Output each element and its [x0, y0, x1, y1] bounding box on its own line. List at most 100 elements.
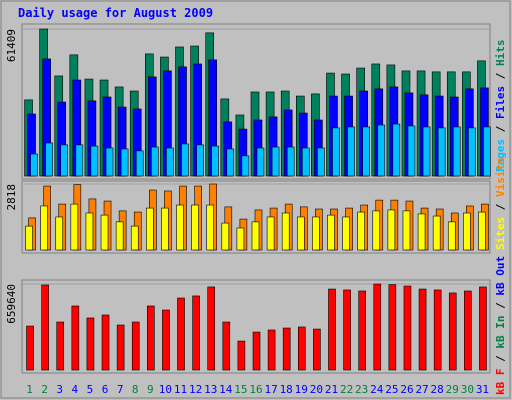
bar [85, 212, 94, 251]
legend-separator: / [494, 197, 507, 217]
y-tick-label: 2818 [5, 184, 18, 211]
bar [296, 216, 305, 251]
bar [448, 292, 457, 371]
bar [468, 127, 476, 177]
x-tick-label: 14 [219, 383, 233, 396]
x-tick-label: 25 [385, 383, 398, 396]
bar [357, 211, 365, 251]
bar [90, 145, 99, 177]
bar [101, 314, 110, 371]
bar [131, 321, 140, 371]
bar [252, 331, 261, 371]
x-tick-label: 6 [102, 383, 109, 396]
bar [151, 146, 159, 177]
x-tick-label: 22 [340, 383, 353, 396]
bar [267, 329, 276, 371]
x-tick-label: 15 [234, 383, 247, 396]
legend-entry: Files [494, 86, 507, 119]
bar [26, 325, 34, 371]
x-tick-label: 27 [415, 383, 428, 396]
bar [105, 147, 114, 177]
bar [241, 155, 250, 177]
bar [388, 284, 397, 371]
bar [402, 210, 411, 251]
bar [56, 321, 65, 371]
bar [55, 216, 64, 251]
bar [313, 328, 321, 371]
bar [417, 213, 426, 251]
legend-entry: kB F [494, 369, 507, 396]
bar [181, 143, 189, 177]
x-tick-label: 2 [41, 383, 48, 396]
x-tick-label: 5 [87, 383, 94, 396]
legend-entry: Hits [494, 40, 507, 67]
legend-separator: / [494, 66, 507, 86]
chart-title: Daily usage for August 2009 [18, 6, 213, 20]
bar [115, 221, 124, 251]
bar [286, 146, 295, 177]
y-tick-label: 659640 [5, 284, 18, 324]
bar [161, 207, 169, 251]
legend-separator: / [494, 119, 507, 139]
bar [432, 215, 441, 251]
bar [206, 204, 215, 251]
x-tick-label: 3 [56, 383, 63, 396]
bar [332, 127, 340, 177]
legend-separator: / [494, 296, 507, 316]
bar [135, 150, 144, 177]
bar [422, 126, 431, 177]
bar [392, 123, 401, 177]
y-tick-label: 61409 [5, 29, 18, 62]
bar [207, 286, 216, 371]
bar [282, 327, 291, 371]
x-tick-label: 11 [174, 383, 187, 396]
bar [343, 289, 351, 371]
bar [221, 222, 230, 251]
bar [100, 214, 109, 251]
bar [70, 203, 79, 251]
legend-entry: Sites [494, 217, 507, 250]
bar [40, 205, 48, 251]
x-tick-label: 30 [461, 383, 474, 396]
bar [146, 207, 154, 251]
bar [25, 225, 33, 251]
x-tick-label: 18 [280, 383, 293, 396]
bar [437, 127, 446, 177]
x-tick-label: 29 [446, 383, 459, 396]
bar [196, 144, 204, 177]
bar [312, 216, 320, 251]
bar [328, 288, 336, 371]
bar [447, 221, 456, 251]
bar [86, 317, 95, 371]
bar [387, 209, 396, 251]
bar [478, 211, 486, 251]
bar [483, 126, 491, 177]
bar [297, 326, 306, 371]
bar [222, 321, 231, 371]
bar [358, 290, 366, 371]
bar [191, 204, 199, 251]
legend-entry: Pages [494, 139, 507, 172]
bar [30, 153, 38, 177]
bar [342, 216, 350, 251]
legend: Sites / Visits [494, 157, 507, 250]
bar [75, 144, 84, 177]
x-tick-label: 21 [325, 383, 338, 396]
bar [403, 285, 412, 371]
bar [317, 147, 325, 177]
bar [377, 124, 386, 177]
legend-entry: kB In [494, 316, 507, 349]
x-tick-label: 23 [355, 383, 368, 396]
legend: Pages / Files / Hits [494, 40, 507, 173]
bar [301, 147, 310, 177]
bar [192, 295, 200, 371]
x-tick-label: 9 [147, 383, 154, 396]
x-tick-label: 20 [310, 383, 323, 396]
bar [281, 212, 290, 251]
bar [372, 210, 381, 251]
bar [433, 289, 442, 371]
x-tick-label: 10 [159, 383, 172, 396]
x-tick-label: 1 [26, 383, 33, 396]
